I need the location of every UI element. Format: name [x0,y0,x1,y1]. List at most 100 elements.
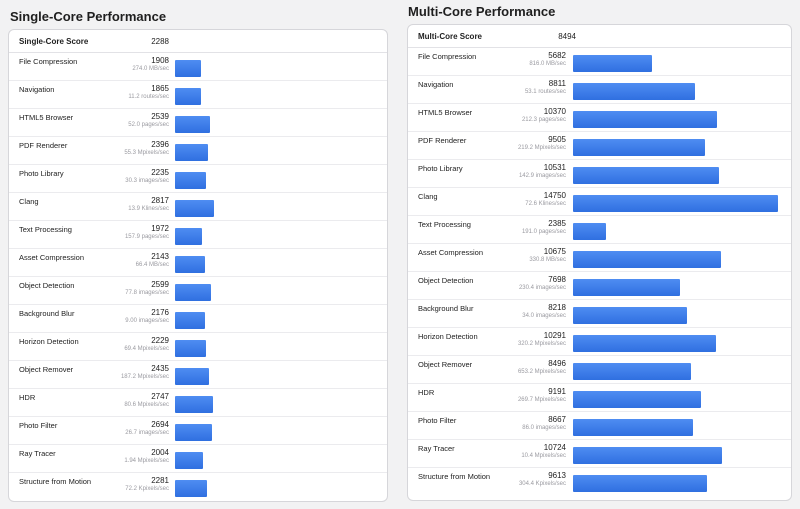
benchmark-score: 2176 [151,308,169,317]
benchmark-rate: 72.2 Kpixels/sec [125,486,169,492]
benchmark-score: 10675 [543,247,566,256]
benchmark-row: Structure from Motion 2281 72.2 Kpixels/se… [9,472,387,500]
benchmark-rate: 53.1 routes/sec [524,89,566,95]
benchmark-name: Object Remover [19,365,74,374]
benchmark-bar [175,172,206,189]
benchmark-rate: 52.0 pages/sec [128,122,169,128]
benchmark-row: Photo Filter 2694 26.7 images/sec [9,416,387,445]
multi-core-score-row: Multi-Core Score 8494 [408,25,791,48]
benchmark-bar [573,279,680,296]
benchmark-bar [175,452,203,469]
benchmark-score: 2143 [151,252,169,261]
single-core-score-value: 2288 [151,37,169,46]
benchmark-score: 2747 [151,392,169,401]
benchmark-bar [175,396,213,413]
benchmark-bar [175,200,214,217]
benchmark-score: 2229 [151,336,169,345]
benchmark-name: Clang [418,192,438,201]
benchmark-row: Asset Compression 10675 330.8 MB/sec [408,243,791,272]
benchmark-bar [573,195,778,212]
benchmark-rate: 26.7 images/sec [125,430,169,436]
benchmark-row: HTML5 Browser 2539 52.0 pages/sec [9,108,387,137]
benchmark-bar [573,363,691,380]
benchmark-row: Object Remover 2435 187.2 Mpixels/sec [9,360,387,389]
benchmark-rate: 86.0 images/sec [522,425,566,431]
benchmark-name: Structure from Motion [418,472,491,481]
benchmark-bar [175,228,202,245]
benchmark-name: Clang [19,197,39,206]
benchmark-name: Structure from Motion [19,477,92,486]
benchmark-name: HTML5 Browser [418,108,473,117]
benchmark-rate: 330.8 MB/sec [529,257,566,263]
benchmark-row: HDR 9191 269.7 Mpixels/sec [408,383,791,412]
benchmark-score: 2385 [548,219,566,228]
benchmark-name: PDF Renderer [418,136,467,145]
benchmark-name: Text Processing [19,225,72,234]
benchmark-score: 2435 [151,364,169,373]
benchmark-name: Photo Filter [19,421,58,430]
benchmark-name: Background Blur [19,309,75,318]
benchmark-bar [573,475,707,492]
multi-core-score-label: Multi-Core Score [418,32,483,41]
benchmark-name: Horizon Detection [418,332,478,341]
benchmark-score: 8218 [548,303,566,312]
single-core-score-label: Single-Core Score [19,37,89,46]
benchmark-rate: 1.94 Mpixels/sec [124,458,169,464]
benchmark-rate: 13.9 Klines/sec [128,206,169,212]
benchmark-row: Object Detection 7698 230.4 images/sec [408,271,791,300]
benchmark-name: File Compression [19,57,78,66]
benchmark-row: Text Processing 2385 191.0 pages/sec [408,215,791,244]
benchmark-bar [573,55,652,72]
benchmark-row: Navigation 8811 53.1 routes/sec [408,75,791,104]
benchmark-bar [573,391,701,408]
benchmark-rate: 157.9 pages/sec [124,234,169,240]
benchmark-name: Navigation [19,85,55,94]
benchmark-row: Asset Compression 2143 66.4 MB/sec [9,248,387,277]
benchmark-rate: 72.6 Klines/sec [525,201,566,207]
benchmark-row: Photo Filter 8667 86.0 images/sec [408,411,791,440]
benchmark-score: 7698 [548,275,566,284]
benchmark-score: 8811 [548,79,566,88]
benchmark-name: HDR [19,393,36,402]
benchmark-row: File Compression 1908 274.0 MB/sec [9,52,387,81]
benchmark-score: 2539 [151,112,169,121]
benchmark-rate: 219.2 Mpixels/sec [517,145,566,151]
benchmark-name: Asset Compression [19,253,85,262]
benchmark-score: 8496 [548,359,566,368]
benchmark-bar [573,83,695,100]
benchmark-score: 1972 [151,224,169,233]
benchmark-name: HDR [418,388,435,397]
benchmark-name: File Compression [418,52,477,61]
benchmark-score: 10291 [543,331,566,340]
benchmark-bar [573,307,687,324]
benchmark-bar [573,251,721,268]
benchmark-row: HDR 2747 80.6 Mpixels/sec [9,388,387,417]
benchmark-row: Horizon Detection 2229 69.4 Mpixels/sec [9,332,387,361]
benchmark-bar [175,424,212,441]
benchmark-rate: 10.4 Mpixels/sec [521,453,566,459]
benchmark-row: Clang 14750 72.6 Klines/sec [408,187,791,216]
benchmark-name: Horizon Detection [19,337,79,346]
benchmark-rate: 212.3 pages/sec [521,117,566,123]
benchmark-row: Structure from Motion 9613 304.4 Kpixels/s… [408,467,791,495]
benchmark-score: 9191 [548,387,566,396]
benchmark-name: Ray Tracer [19,449,56,458]
benchmark-bar [175,368,209,385]
benchmark-bar [573,111,717,128]
benchmark-name: Photo Library [19,169,64,178]
benchmark-score: 2235 [151,168,169,177]
benchmark-bar [175,116,210,133]
benchmark-bar [573,139,705,156]
multi-core-score-value: 8494 [558,32,576,41]
single-core-score-row: Single-Core Score 2288 [9,30,387,53]
benchmark-rate: 55.3 Mpixels/sec [124,150,169,156]
benchmark-score: 2694 [151,420,169,429]
benchmark-bar [573,167,719,184]
benchmark-score: 14750 [543,191,566,200]
benchmark-row: PDF Renderer 9505 219.2 Mpixels/sec [408,131,791,160]
benchmark-score: 9505 [548,135,566,144]
benchmark-name: Ray Tracer [418,444,455,453]
benchmark-name: HTML5 Browser [19,113,74,122]
benchmark-name: Object Remover [418,360,473,369]
single-core-card: Single-Core Score 2288 File Compression 1… [8,29,388,502]
